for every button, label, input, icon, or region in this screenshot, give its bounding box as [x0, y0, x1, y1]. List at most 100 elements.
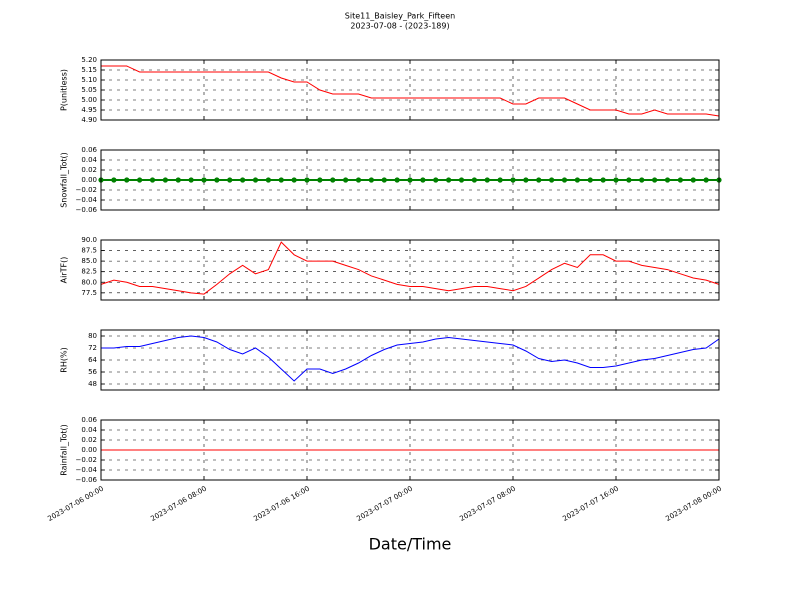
data-point [175, 177, 181, 183]
data-point [291, 177, 297, 183]
data-point [304, 177, 310, 183]
data-point [613, 177, 619, 183]
data-point [111, 177, 117, 183]
data-point [587, 177, 593, 183]
data-point [523, 177, 529, 183]
data-point [600, 177, 606, 183]
data-point [149, 177, 156, 183]
x-axis-label: Date/Time [369, 535, 452, 554]
data-point [137, 177, 143, 183]
data-point [343, 177, 349, 183]
data-point [484, 177, 490, 183]
y-tick-label: −0.02 [76, 186, 97, 194]
y-tick-label: 48 [88, 380, 97, 388]
data-point [265, 177, 271, 183]
y-tick-label: 5.05 [81, 86, 97, 94]
y-tick-label: 0.02 [81, 436, 97, 444]
data-point [510, 177, 516, 183]
y-tick-label: 87.5 [81, 247, 97, 255]
data-point [188, 177, 194, 183]
chart-title: Site11_Baisley_Park_Fifteen [345, 12, 455, 21]
y-tick-label: −0.06 [76, 476, 98, 484]
y-tick-label: 85.0 [81, 257, 97, 265]
data-point [664, 177, 671, 183]
x-tick-label: 2023-07-06 08:00 [149, 485, 208, 523]
y-axis-label: P(unitless) [60, 69, 69, 111]
y-tick-label: 82.5 [81, 268, 97, 276]
y-tick-label: 64 [88, 356, 97, 364]
data-point [536, 177, 542, 183]
x-tick-label: 2023-07-07 00:00 [355, 485, 414, 523]
x-tick-label: 2023-07-06 16:00 [252, 485, 311, 523]
y-tick-label: 77.5 [81, 289, 97, 297]
chart-subtitle: 2023-07-08 - (2023-189) [350, 22, 449, 31]
y-tick-label: −0.04 [76, 466, 98, 474]
data-point [368, 177, 374, 183]
data-point [561, 177, 568, 183]
data-point [394, 177, 400, 183]
data-point [355, 177, 362, 183]
data-point [471, 177, 477, 183]
y-axis-label: AirTF() [60, 257, 69, 284]
axes-frame [100, 239, 720, 301]
data-point [703, 177, 709, 183]
data-line [101, 335, 720, 382]
y-tick-label: 5.20 [81, 56, 97, 64]
y-tick-label: 90.0 [81, 236, 97, 244]
axes-frame [100, 329, 720, 391]
y-tick-label: 5.10 [81, 76, 97, 84]
data-point [124, 177, 130, 183]
y-axis-label: Rainfall_Tot() [60, 424, 69, 476]
y-tick-label: 5.00 [81, 96, 97, 104]
y-tick-label: 0.00 [81, 446, 97, 454]
data-point [227, 177, 233, 183]
y-tick-label: 0.04 [81, 156, 97, 164]
y-tick-label: 80 [88, 332, 97, 340]
data-point [497, 177, 503, 183]
y-axis-label: Snowfall_Tot() [60, 152, 69, 208]
data-line [100, 241, 720, 295]
y-tick-label: 0.00 [81, 176, 97, 184]
y-tick-label: 0.04 [81, 426, 97, 434]
y-tick-label: 80.0 [81, 278, 97, 286]
x-tick-label: 2023-07-07 08:00 [458, 485, 517, 523]
data-point [317, 177, 323, 183]
data-point [407, 177, 413, 183]
data-point [549, 177, 555, 183]
y-tick-label: 4.95 [81, 106, 97, 114]
data-point [240, 177, 246, 183]
data-point [639, 177, 645, 183]
data-point [214, 177, 220, 183]
y-tick-label: −0.06 [76, 206, 98, 214]
y-tick-label: 4.90 [81, 116, 97, 124]
data-point [677, 177, 683, 183]
data-point [162, 177, 168, 183]
data-point [330, 177, 336, 183]
data-point [574, 177, 580, 183]
y-tick-label: −0.02 [76, 456, 97, 464]
y-tick-label: 0.06 [81, 416, 97, 424]
y-tick-label: 56 [88, 368, 97, 376]
y-tick-label: 5.15 [81, 66, 97, 74]
y-tick-label: 72 [88, 344, 97, 352]
data-point [433, 177, 439, 183]
axes-frame [100, 419, 720, 481]
y-axis-label: RH(%) [60, 347, 69, 372]
x-tick-label: 2023-07-06 00:00 [46, 485, 105, 523]
axes-frame [100, 149, 720, 211]
data-point [420, 177, 426, 183]
data-point [201, 177, 207, 183]
data-point [446, 177, 452, 183]
y-tick-label: −0.04 [76, 196, 98, 204]
data-point [690, 177, 696, 183]
data-line [101, 65, 720, 117]
data-point [381, 177, 387, 183]
data-point [252, 177, 259, 183]
data-point [278, 177, 284, 183]
x-tick-label: 2023-07-07 16:00 [561, 485, 620, 523]
y-tick-label: 0.06 [81, 146, 97, 154]
data-point [458, 177, 465, 183]
x-tick-label: 2023-07-08 00:00 [664, 485, 723, 523]
data-point [652, 177, 658, 183]
